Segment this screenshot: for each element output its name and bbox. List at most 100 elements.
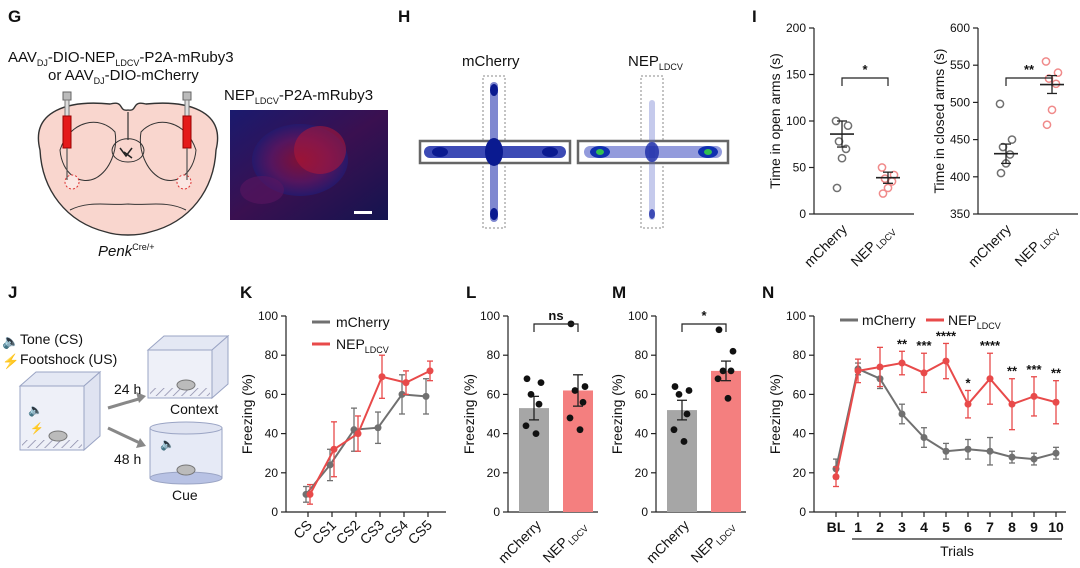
n-legend-main: NEP	[948, 312, 977, 328]
i-closed-sig: **	[1024, 62, 1035, 77]
n-sig-label: ***	[916, 338, 932, 353]
n-legend-label: mCherry	[862, 312, 916, 328]
n-data-point	[1052, 449, 1060, 457]
cue-cylinder: 🔈	[149, 421, 223, 485]
k-y-tick-label: 100	[258, 309, 278, 323]
i-closed-x-tick-label: mCherry	[965, 221, 1014, 270]
k-x-tick-label: CS1	[309, 517, 340, 548]
i-open-y-tick-label: 100	[786, 114, 806, 128]
m-x-tick-label-main: NEP	[687, 534, 719, 566]
k-data-point	[326, 461, 334, 469]
l-data-point	[576, 426, 584, 434]
i-open-sig-bracket	[841, 77, 889, 86]
left-syringe-icon	[62, 91, 72, 180]
n-data-point	[832, 473, 840, 481]
k-series-line	[305, 393, 427, 495]
n-sig-label: ***	[1026, 362, 1042, 377]
l-y-tick-label: 100	[480, 309, 500, 323]
n-x-tick-label: BL	[827, 519, 846, 535]
m-bar	[667, 410, 697, 512]
k-data-point	[330, 445, 338, 453]
k-data-point	[402, 379, 410, 387]
n-legend-label: NEPLDCV	[948, 312, 1001, 331]
i-open-y-tick-label: 150	[786, 68, 806, 82]
l-x-tick-label: NEPLDCV	[539, 517, 590, 568]
n-data-point	[898, 359, 906, 367]
n-data-point	[876, 363, 884, 371]
panel-label-i: I	[752, 7, 757, 26]
i-closed-y-tick-label: 450	[950, 133, 970, 147]
brain-section-illustration	[37, 102, 219, 236]
i-closed-data-point	[996, 168, 1006, 178]
n-y-tick-label: 80	[793, 348, 807, 362]
panel-label-k: K	[240, 283, 253, 302]
panel-j: 🔈 Tone (CS) ⚡ Footshock (US) 🔈 ⚡ 24 h 48…	[2, 331, 230, 503]
m-x-tick-label: NEPLDCV	[687, 517, 738, 568]
n-data-point	[986, 447, 994, 455]
panel-g: AAVDJ-DIO-NEPLDCV-P2A-mRuby3 or AAVDJ-DI…	[8, 49, 388, 260]
m-sig-bracket	[681, 323, 727, 332]
n-x-label: Trials	[940, 543, 974, 559]
l-y-tick-label: 80	[487, 348, 501, 362]
k-y-tick-label: 20	[265, 466, 279, 480]
i-open-y-tick-label: 0	[799, 207, 806, 221]
panel-label-j: J	[8, 283, 17, 302]
k-x-tick-label: CS5	[405, 517, 436, 548]
n-legend-sub: LDCV	[977, 321, 1001, 331]
l-sig-bracket	[533, 323, 579, 332]
panel-h: mCherry NEPLDCV	[418, 53, 730, 229]
n-data-point	[1052, 398, 1060, 406]
i-open-sig: *	[862, 62, 868, 77]
l-data-point	[523, 375, 531, 383]
k-legend-sub: LDCV	[365, 345, 389, 355]
i-open-y-label: Time in open arms (s)	[767, 53, 783, 189]
n-y-label: Freezing (%)	[767, 374, 783, 454]
j-tone-label: Tone (CS)	[20, 331, 83, 347]
g-vector-line1: AAVDJ-DIO-NEPLDCV-P2A-mRuby3	[8, 49, 234, 68]
arrow-24h	[107, 396, 143, 410]
l-data-point	[581, 383, 589, 390]
l-data-point	[579, 398, 587, 406]
n-y-tick-label: 100	[786, 309, 806, 323]
h-label-nep: NEPLDCV	[628, 53, 683, 72]
i-open-y-tick-label: 200	[786, 21, 806, 35]
m-x-tick-label: mCherry	[643, 517, 692, 566]
l-x-tick-label: mCherry	[495, 517, 544, 566]
i-open-data-point	[878, 189, 888, 198]
l-y-tick-label: 0	[493, 505, 500, 519]
k-x-tick-label: CS2	[333, 517, 364, 548]
i-open-x-tick-label: mCherry	[801, 221, 850, 270]
i-closed-data-point	[1047, 105, 1057, 115]
l-data-point	[535, 400, 543, 408]
k-data-point	[398, 390, 406, 398]
i-open-data-point	[877, 163, 887, 172]
l-data-point	[571, 387, 579, 394]
i-closed-y-tick-label: 600	[950, 21, 970, 35]
chart-i-open-arms: 0 50 100 150 200 Time in open arms (s) mCherry…	[767, 21, 914, 270]
svg-text:⚡: ⚡	[30, 422, 44, 435]
i-open-x-tick-label-sub: LDCV	[874, 227, 898, 251]
n-data-point	[964, 445, 972, 453]
l-y-tick-label: 60	[487, 387, 501, 401]
g-genotype: PenkCre/+	[98, 242, 154, 260]
l-data-point	[532, 430, 540, 437]
m-data-point	[724, 394, 732, 402]
j-context-label: Context	[170, 401, 218, 417]
scale-bar	[354, 211, 372, 214]
m-data-point	[685, 387, 693, 394]
i-closed-y-label: Time in closed arms (s)	[931, 49, 947, 194]
l-x-tick-label-sub: LDCV	[566, 523, 590, 547]
k-y-tick-label: 40	[265, 427, 279, 441]
i-closed-y-tick-label: 500	[950, 95, 970, 109]
n-x-tick-label: 10	[1048, 519, 1064, 535]
l-sig: ns	[548, 308, 563, 323]
k-legend-label: mCherry	[336, 314, 390, 330]
g-vector-line2: or AAVDJ-DIO-mCherry	[48, 67, 199, 86]
n-y-tick-label: 40	[793, 427, 807, 441]
i-closed-x-tick-label: NEPLDCV	[1011, 221, 1062, 272]
m-data-point	[729, 347, 737, 355]
panel-label-g: G	[8, 7, 21, 26]
m-y-tick-label: 0	[641, 505, 648, 519]
